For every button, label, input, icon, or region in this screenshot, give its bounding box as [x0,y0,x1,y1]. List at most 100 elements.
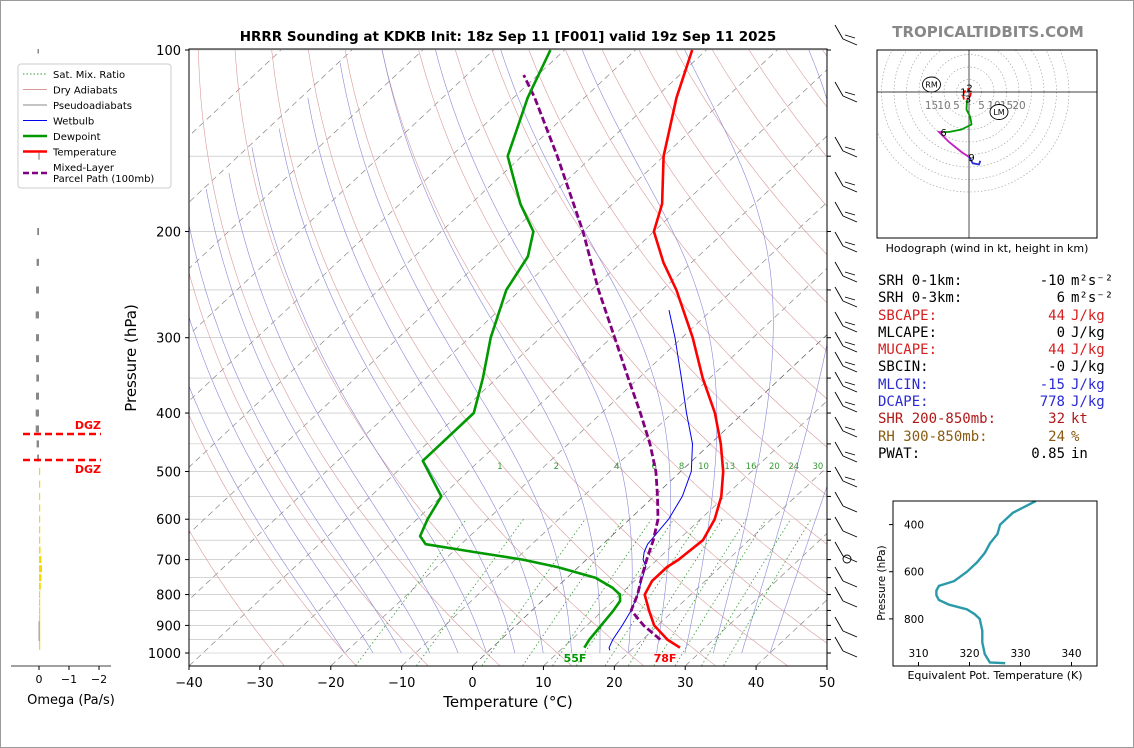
wind-barb [834,261,858,283]
wind-barb-flag [844,211,856,216]
moist-adiabat-line [381,49,601,653]
omega-bar [39,591,41,599]
temperature-tick-label: 50 [819,676,836,691]
stat-row: SRH 0-3km: 6 m²s⁻² [878,290,1128,307]
omega-bar [36,440,39,448]
isotherm-line [189,49,636,468]
wind-barb [834,311,858,333]
storm-motion-label: RM [925,81,938,90]
isotherm-line [543,400,827,666]
stat-unit: J/kg [1071,307,1105,324]
stat-unit: J/kg [1071,394,1105,411]
stat-label: SRH 0-3km: [878,290,963,307]
wind-barb-shaft [834,331,844,347]
skewt-plot: 1 2 4 6 8 10 13 16 20 24 30 36 10020030040050060070… [122,24,858,711]
omega-bar [39,526,41,534]
isotherm-line [189,49,565,402]
hodograph-height-label: 6 [940,128,946,139]
wind-barb-flag [842,480,858,488]
wind-barb-shaft [834,541,844,557]
wind-barb-flag [844,91,856,96]
wind-barb [834,286,858,308]
moist-adiabat-line [251,147,487,654]
moist-adiabat-line [228,173,459,654]
sounding-indices: SRH 0-1km: -10 m²s⁻² SRH 0-3km: 6 m²s⁻² SBCAPE… [878,273,1128,463]
dry-adiabat-line [565,49,827,400]
wind-barb-flag [842,325,858,333]
stat-unit: J/kg [1071,324,1105,341]
wind-barb [834,441,858,463]
omega-bar [36,286,39,294]
omega-bar [39,582,41,590]
temperature-tick-label: 20 [606,676,623,691]
calm-wind-circle [842,554,852,564]
omega-bar [39,636,41,644]
stat-value: -10 [1039,273,1065,289]
temperature-tick-label: 40 [748,676,765,691]
theta-e-y-tick-label: 400 [904,520,924,532]
surface-temperature-label: 78F [654,652,677,665]
stat-label: MUCAPE: [878,342,938,359]
isotherm-line [472,334,827,666]
mixing-ratio-line [674,518,767,666]
omega-bar [36,374,39,382]
dry-adiabat-line [491,49,827,496]
hodograph-panel: 15105510152012369RMLM Hodograph (wind in… [876,49,1098,255]
temperature-tick-label: −40 [175,676,202,691]
omega-tick-label: 0 [36,673,43,686]
isotherm-line [189,49,424,269]
wind-barb-flag [842,150,858,158]
theta-e-y-tick-label: 800 [904,614,924,626]
dry-adiabat-line [189,271,429,666]
mixing-ratio-line [701,518,791,666]
wind-barb-shaft [834,466,844,482]
hodograph-height-label: 1 [960,87,966,98]
omega-bar [39,574,42,582]
omega-bar [37,454,39,462]
mixing-ratio-label: 30 [812,462,823,472]
wind-barb-flag [842,95,858,103]
wind-barb [834,636,858,658]
theta-e-x-tick-label: 310 [908,648,928,660]
omega-bar [35,311,39,319]
pressure-tick-label: 1000 [148,647,181,662]
mixing-ratio-line [575,518,675,666]
wind-barb-flag [842,530,858,538]
omega-bar [39,504,41,512]
stat-label: SBCAPE: [878,307,938,324]
moist-adiabat-line [684,49,774,654]
moist-adiabat-line [189,315,374,654]
omega-xlabel: Omega (Pa/s) [27,693,115,708]
dgz-top-label: DGZ [75,419,101,432]
omega-bar [37,228,39,236]
omega-bar [39,599,41,607]
dry-adiabat-line [234,49,573,666]
stat-value: -0 [1048,359,1065,376]
legend: Sat. Mix. Ratio Dry Adiabats Pseudoadiabat… [17,63,172,189]
wind-barb-flag [842,38,858,46]
hodograph-ring-label: 5 [978,100,985,112]
theta-e-x-tick-label: 340 [1061,648,1081,660]
moist-adiabat-line [189,385,345,654]
mixing-ratio-label: 6 [651,462,656,472]
pressure-tick-label: 500 [156,465,181,480]
stat-unit: J/kg [1071,376,1105,393]
wind-barb-flag [842,385,858,393]
wind-barb-flag [842,430,858,438]
pressure-tick-labels: 100 200 300 400 500 600 700 800 900 1000 [148,44,831,662]
wind-barb-flag [842,580,858,588]
wind-barb-shaft [834,231,844,247]
wind-barb-flag [842,275,858,283]
wind-barb-shaft [834,391,844,407]
storm-motion-label: LM [993,108,1004,117]
omega-bar [39,556,42,564]
stat-label: RH 300-850mb: [878,428,988,445]
omega-bar [39,546,41,554]
temperature-tick-label: −20 [317,676,344,691]
wind-barb [834,416,858,438]
wind-barb-flag [844,296,856,301]
dry-adiabat-line [418,49,827,594]
isotherm-line [189,49,494,336]
theta-e-xlabel: Equivalent Pot. Temperature (K) [907,669,1082,682]
theta-e-y-tick-label: 600 [904,567,924,579]
